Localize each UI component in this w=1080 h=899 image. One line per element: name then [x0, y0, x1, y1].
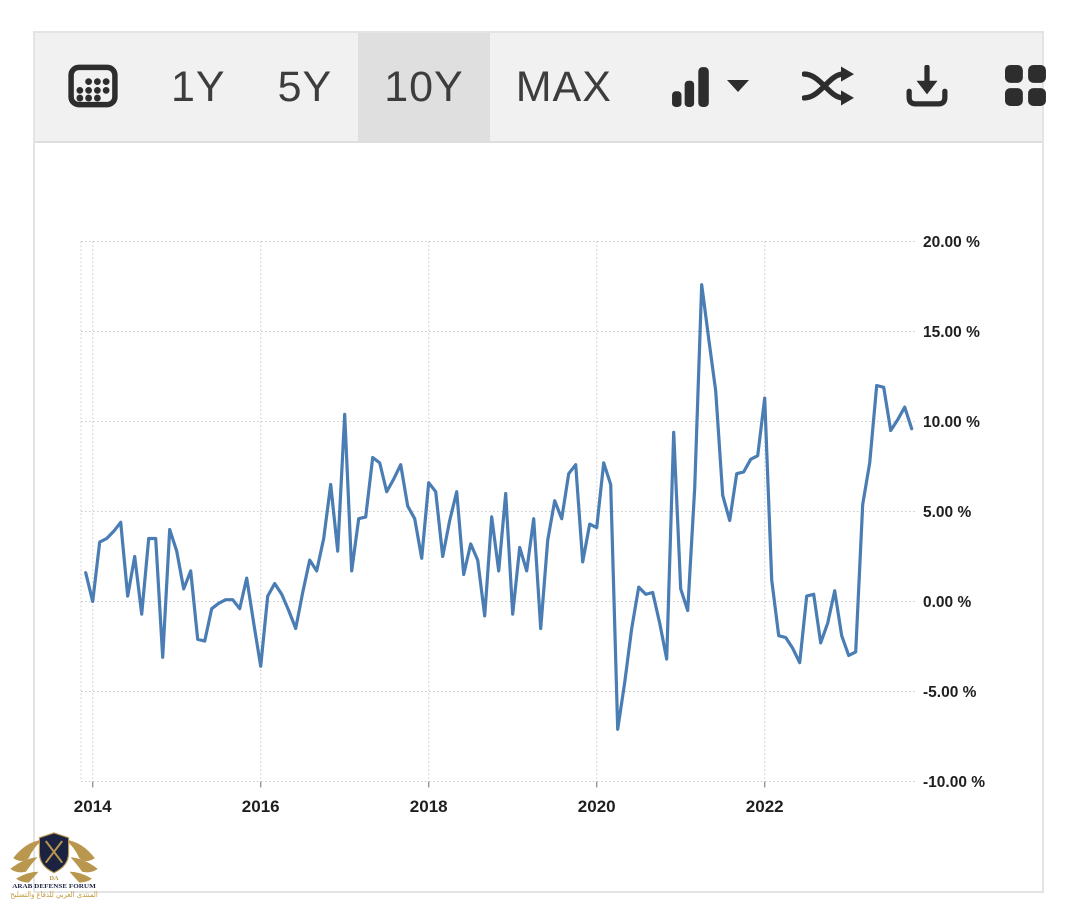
line-chart: 20.00 % 15.00 % 10.00 % 5.00 % 0.00 % -5.00 %… [74, 234, 985, 816]
download-icon [904, 63, 950, 110]
left-wing [10, 839, 43, 883]
x-axis-label: 2022 [746, 797, 784, 816]
compare-shuffle-button[interactable] [784, 33, 872, 141]
chart-card: 1Y 5Y 10Y MAX [33, 31, 1046, 893]
y-axis-label: 10.00 % [923, 414, 980, 431]
watermark-arabic-title: المنتدى العربي للدفاع والتسليح [10, 890, 98, 899]
chart-type-button[interactable] [654, 33, 768, 141]
y-axis-label: -10.00 % [923, 774, 985, 791]
bar-chart-icon [671, 65, 712, 110]
watermark-emblem: DA ARAB DEFENSE FORUM المنتدى العربي للد… [10, 832, 98, 899]
x-axis-label: 2016 [242, 797, 280, 816]
range-button-10y[interactable]: 10Y [358, 33, 490, 141]
calendar-icon [67, 63, 119, 112]
x-axis-label: 2020 [578, 797, 616, 816]
x-axis-label: 2018 [410, 797, 448, 816]
download-button[interactable] [886, 33, 968, 141]
y-axis-label: -5.00 % [923, 684, 977, 701]
y-axis-label: 20.00 % [923, 234, 980, 251]
right-wing [65, 839, 98, 883]
range-button-max[interactable]: MAX [490, 33, 638, 141]
calendar-button[interactable] [55, 33, 131, 141]
crossed-swords [45, 840, 63, 864]
y-axis-label: 0.00 % [923, 594, 971, 611]
caret-down-icon [726, 79, 750, 96]
grid-icon [1004, 64, 1048, 110]
y-axis-label: 5.00 % [923, 504, 971, 521]
chart-toolbar: 1Y 5Y 10Y MAX [35, 33, 1046, 143]
data-series-line [84, 283, 914, 731]
range-button-5y[interactable]: 5Y [252, 33, 359, 141]
watermark-title: ARAB DEFENSE FORUM [12, 883, 96, 890]
watermark-logo: DA ARAB DEFENSE FORUM المنتدى العربي للد… [6, 829, 102, 899]
layout-grid-button[interactable] [986, 33, 1066, 141]
chart-area: 20.00 % 15.00 % 10.00 % 5.00 % 0.00 % -5.00 %… [35, 143, 1038, 889]
range-button-1y[interactable]: 1Y [145, 33, 252, 141]
watermark-monogram: DA [49, 875, 59, 882]
y-axis-label: 15.00 % [923, 324, 980, 341]
shuffle-icon [801, 66, 854, 109]
range-buttons: 1Y 5Y 10Y MAX [145, 33, 638, 141]
x-axis-label: 2014 [74, 797, 112, 816]
